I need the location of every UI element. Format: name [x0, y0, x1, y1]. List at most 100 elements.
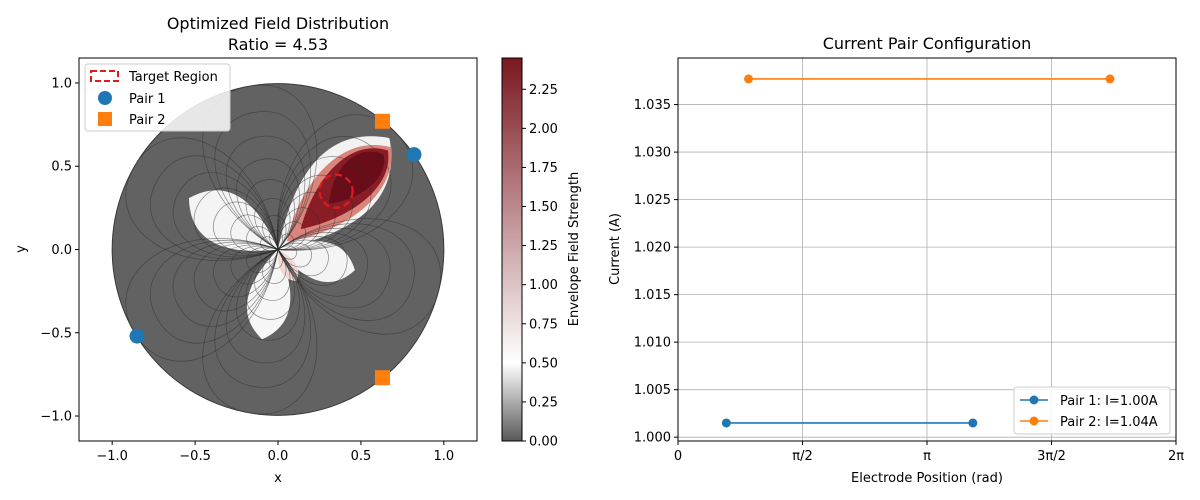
field-lobe-peak	[329, 151, 385, 204]
field-contour-line	[254, 249, 291, 301]
field-lobe	[246, 249, 291, 340]
y-tick-label: 0.5	[51, 160, 72, 175]
field-contour	[212, 244, 279, 298]
legend-pair2-marker	[98, 112, 112, 126]
y-tick-label: 0.0	[51, 243, 72, 258]
field-contour-line	[225, 135, 306, 250]
field-contour-line	[214, 249, 311, 388]
field-contour-line	[254, 198, 291, 250]
field-map-xlabel: x	[274, 471, 282, 486]
field-contour	[193, 187, 279, 256]
field-contour	[214, 111, 311, 250]
field-contour-line	[277, 191, 336, 251]
current-pair-ylabel: Current (A)	[608, 213, 623, 285]
x-tick-label: 0.5	[351, 449, 372, 464]
y-tick-label: −1.0	[40, 410, 72, 425]
field-lobe-shape	[278, 241, 355, 282]
y-tick-label: 1.025	[634, 193, 671, 208]
target-region-circle	[318, 173, 354, 209]
legend-pair1-marker	[1029, 395, 1039, 405]
colorbar-gradient	[501, 57, 523, 442]
field-contour	[172, 172, 279, 258]
field-contour	[150, 240, 279, 344]
current-pair-series	[721, 74, 1115, 428]
field-contour	[277, 233, 294, 250]
colorbar-tick-label: 2.00	[529, 122, 558, 137]
x-tick-label: −0.5	[179, 449, 211, 464]
legend-pair2-label: Pair 2: I=1.04A	[1060, 415, 1158, 430]
pair2-point	[1105, 74, 1115, 84]
field-lobe-shape	[188, 190, 278, 251]
field-map-legend: Target Region Pair 1 Pair 2	[84, 63, 231, 132]
field-contour-line	[214, 111, 311, 250]
colorbar-tick-label: 0.00	[529, 435, 558, 450]
field-lobe	[188, 190, 278, 251]
colorbar-tick-label: 0.75	[529, 317, 558, 332]
field-map-ticks: −1.0 −0.5 0.0 0.5 1.0 −1.0 −0.5 0.0 0.5 1.0	[40, 76, 454, 464]
x-tick-label: 3π/2	[1037, 449, 1066, 464]
field-contour	[277, 156, 372, 251]
current-pair-legend: Pair 1: I=1.00A Pair 2: I=1.04A	[1013, 386, 1171, 435]
x-tick-label: −1.0	[96, 449, 128, 464]
field-contour	[225, 135, 306, 250]
legend-target-label: Target Region	[128, 70, 218, 85]
field-contour-line	[277, 223, 415, 321]
legend-pair1-marker	[98, 91, 112, 105]
field-map-ylabel: y	[14, 245, 29, 253]
legend-pair1-label: Pair 1: I=1.00A	[1060, 394, 1158, 409]
colorbar-ticks: 0.00 0.25 0.50 0.75 1.00 1.25 1.50 1.75 2.00 2.25	[522, 83, 558, 450]
y-tick-label: 1.015	[634, 288, 671, 303]
field-contour-line	[193, 187, 279, 256]
pair1-point	[721, 418, 731, 428]
current-pair-panel: Current Pair Configuration 0 π/2 π 3π/2 2π 1.…	[608, 34, 1184, 486]
field-contour-line	[262, 215, 287, 250]
field-contour-line	[277, 156, 372, 251]
field-contour-line	[269, 230, 283, 250]
field-contour	[212, 201, 279, 255]
field-contour	[214, 249, 311, 388]
x-tick-label: 2π	[1168, 449, 1184, 464]
current-pair-xlabel: Electrode Position (rad)	[851, 471, 1003, 486]
field-contour-line	[260, 247, 279, 263]
current-pair-ticks: 0 π/2 π 3π/2 2π 1.000 1.005 1.010 1.015 1.020 1.02…	[634, 98, 1184, 464]
field-contour-line	[277, 207, 321, 250]
field-disk-edge	[111, 83, 445, 416]
pair2-point	[744, 74, 754, 84]
pair1-point	[968, 418, 978, 428]
field-contour	[150, 155, 279, 259]
pair2-electrode-marker	[374, 370, 390, 386]
y-tick-label: 1.010	[634, 336, 671, 351]
field-contour-line	[246, 226, 279, 253]
y-tick-label: 1.035	[634, 98, 671, 113]
field-contour	[277, 174, 353, 251]
colorbar-label: Envelope Field Strength	[567, 172, 582, 326]
field-contour	[172, 241, 279, 327]
pair1-electrode-marker	[129, 328, 145, 344]
y-tick-label: 1.020	[634, 241, 671, 256]
field-contour-line	[212, 244, 279, 298]
field-contour	[225, 249, 306, 364]
field-lobe-shape	[246, 249, 291, 340]
field-map-subtitle: Ratio = 4.53	[228, 35, 328, 54]
field-contour	[245, 179, 295, 250]
x-tick-label: 1.0	[433, 449, 454, 464]
field-contour-line	[277, 239, 329, 277]
field-contour-line	[150, 240, 279, 344]
y-tick-label: 1.000	[634, 431, 671, 446]
x-tick-label: 0.0	[268, 449, 289, 464]
field-contour-line	[277, 174, 353, 251]
field-contour	[277, 239, 329, 277]
field-contour-line	[225, 249, 306, 364]
colorbar-tick-label: 2.25	[529, 83, 558, 98]
x-tick-label: π/2	[792, 449, 812, 464]
colorbar-tick-label: 1.50	[529, 200, 558, 215]
field-disk	[112, 83, 444, 416]
field-contour-line	[172, 172, 279, 258]
field-contour-line	[277, 221, 307, 250]
field-contour-line	[230, 214, 279, 254]
field-contour-line	[245, 249, 295, 320]
field-contour-line	[150, 155, 279, 259]
field-contour	[254, 198, 291, 250]
field-contour	[277, 223, 415, 321]
field-contour	[277, 221, 307, 250]
